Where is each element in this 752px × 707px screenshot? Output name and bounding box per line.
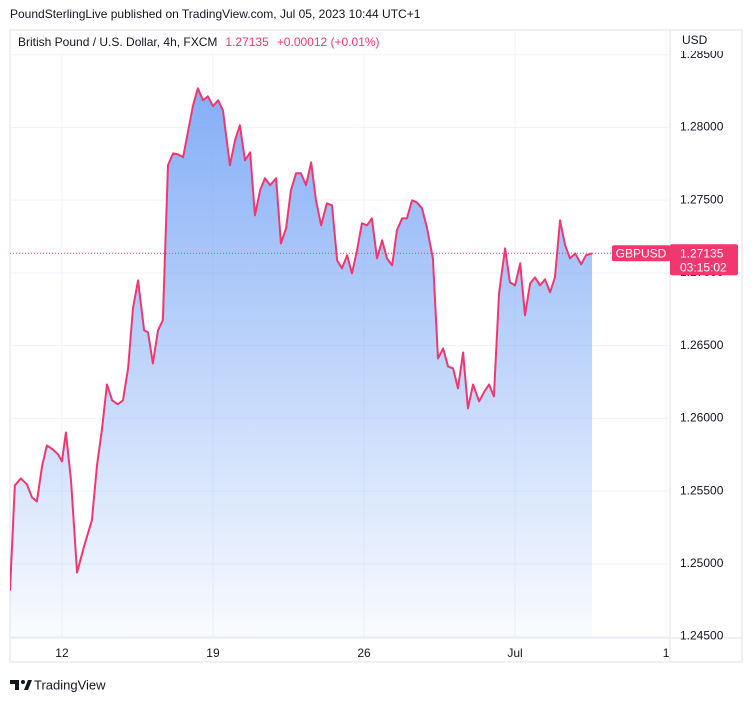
header-change: +0.00012 (+0.01%): [277, 35, 380, 49]
price-line: [10, 87, 593, 591]
y-tick-label: 1.24500: [680, 629, 724, 643]
brand: TradingView: [34, 677, 106, 692]
y-tick-label: 1.25500: [680, 483, 724, 497]
symbol-badge-label: GBPUSD: [616, 246, 667, 260]
currency-bg: [672, 31, 740, 51]
price-badge: [670, 244, 738, 276]
price-badge-label: 1.27135: [680, 246, 724, 260]
area-fill: [10, 88, 593, 638]
published-note: PoundSterlingLive published on TradingVi…: [10, 7, 421, 21]
x-tick-label: 1: [663, 646, 670, 660]
x-tick-label: 12: [55, 646, 69, 660]
y-tick-label: 1.26000: [680, 411, 724, 425]
y-tick-label: 1.28000: [680, 120, 724, 134]
x-tick-label: Jul: [507, 646, 522, 660]
legend-bg: [12, 32, 412, 54]
logo-slash: [24, 680, 32, 690]
currency-label: USD: [682, 33, 708, 47]
header-price: 1.27135: [225, 35, 269, 49]
symbol-title: British Pound / U.S. Dollar, 4h, FXCM: [18, 35, 217, 49]
symbol-badge: [612, 245, 670, 262]
y-tick-label: 1.25000: [680, 556, 724, 570]
logo: [10, 680, 32, 690]
x-tick-label: 19: [206, 646, 220, 660]
countdown-label: 03:15:02: [680, 260, 727, 274]
y-tick-label: 1.27500: [680, 192, 724, 206]
y-tick-label: 1.26500: [680, 338, 724, 352]
logo-dot: [21, 680, 25, 684]
logo-mark: [10, 680, 19, 690]
x-tick-label: 26: [357, 646, 371, 660]
